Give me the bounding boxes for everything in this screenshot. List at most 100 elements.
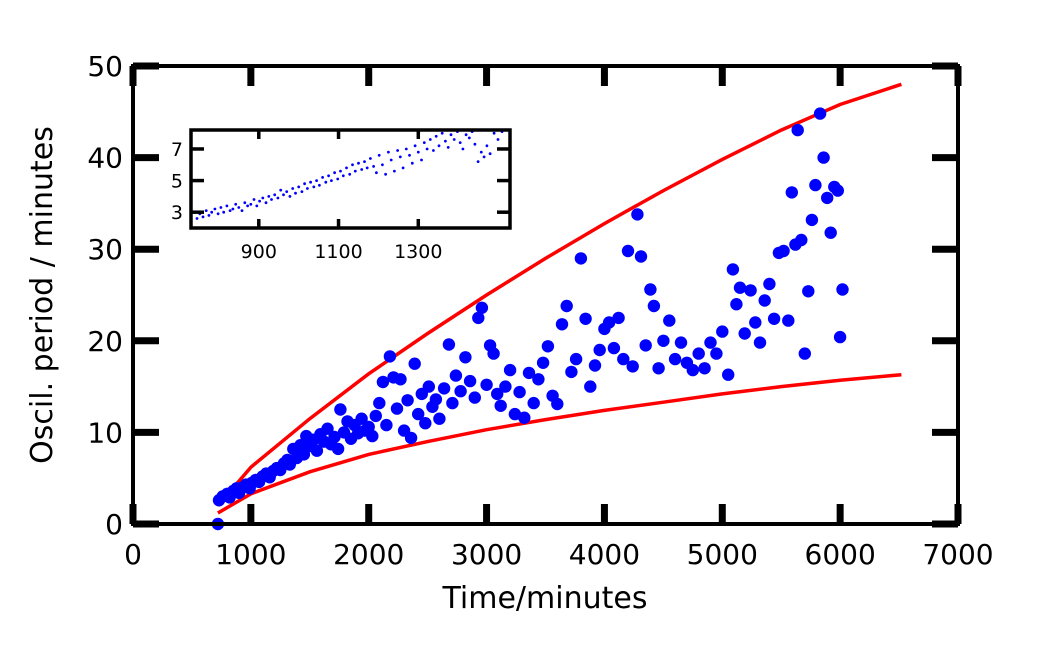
data-point [310, 444, 324, 457]
data-point [373, 396, 386, 410]
inset-data-point [449, 133, 453, 137]
data-point [809, 178, 822, 192]
data-point [536, 356, 550, 369]
data-point [817, 151, 830, 164]
inset-data-point [240, 209, 244, 213]
data-point [459, 351, 472, 364]
inset-y-tick-label: 5 [171, 171, 183, 193]
inset-data-point [393, 169, 396, 173]
inset-data-point [467, 136, 471, 140]
x-tick-label: 4000 [569, 538, 640, 571]
inset-data-point [408, 153, 411, 157]
data-point [527, 396, 540, 410]
data-point [449, 369, 463, 382]
data-point [652, 362, 665, 375]
inset-data-point [291, 187, 295, 190]
inset-data-point [425, 147, 429, 151]
y-tick-labels: 0 10 20 30 40 50 [87, 50, 123, 541]
data-point [499, 380, 512, 393]
data-point [763, 277, 776, 291]
inset-axis-ticks [191, 130, 510, 228]
inset-data-point [434, 134, 438, 138]
inset-y-tick-label: 3 [171, 202, 183, 224]
data-point [446, 396, 459, 410]
inset-data-point [482, 155, 486, 159]
inset-data-point [360, 168, 364, 171]
data-point [617, 352, 630, 366]
data-point [753, 336, 767, 349]
x-axis-label: Time/minutes [442, 581, 648, 616]
data-point [355, 412, 368, 425]
inset-data-point [446, 146, 450, 149]
data-point [380, 418, 393, 432]
inset-data-point [303, 182, 306, 186]
inset-data-point [404, 147, 408, 151]
data-point [824, 226, 837, 239]
y-tick-label: 40 [87, 142, 123, 175]
inset-data-point [261, 196, 265, 200]
main-plot: 0 1000 2000 3000 4000 5000 6000 7000 0 10 20 30 40 5… [25, 50, 994, 616]
inset-data-point [213, 207, 217, 211]
data-point [433, 412, 446, 425]
data-point [831, 184, 844, 197]
inset-x-tick-labels: 900 1100 1300 [241, 241, 443, 263]
data-point [821, 191, 834, 205]
data-point [579, 312, 592, 325]
inset-data-point [246, 204, 250, 208]
inset-data-point [321, 176, 324, 179]
inset-data-point [270, 198, 273, 201]
inset-data-point [357, 161, 360, 165]
data-points [211, 107, 849, 531]
data-point [647, 299, 661, 313]
inset-data-point [258, 199, 261, 203]
data-point [785, 186, 798, 199]
inset-data-point [387, 150, 390, 154]
data-point [805, 213, 819, 227]
data-point [657, 334, 670, 347]
data-point [631, 208, 644, 221]
data-point [686, 363, 699, 377]
data-point [716, 325, 729, 338]
inset-data-point [401, 166, 405, 170]
inset-data-point [428, 138, 432, 141]
data-point [749, 316, 762, 329]
inset-data-point [279, 188, 283, 192]
inset-x-tick-label: 1100 [314, 241, 362, 263]
data-point [744, 284, 757, 297]
data-point [639, 339, 652, 352]
data-point [390, 402, 404, 415]
data-point [468, 391, 481, 404]
inset-data-point [353, 169, 357, 173]
data-point [621, 244, 635, 258]
inset-data-point [384, 172, 387, 176]
inset-data-point [282, 193, 285, 197]
data-point [612, 311, 625, 325]
data-point [710, 347, 723, 360]
inset-data-point [312, 185, 316, 189]
inset-data-point [294, 191, 297, 195]
data-point [722, 368, 735, 381]
data-point [802, 285, 815, 298]
data-point [634, 250, 648, 263]
data-point [813, 107, 827, 120]
data-point [328, 430, 341, 444]
data-point [454, 385, 467, 398]
data-point [565, 365, 578, 379]
data-point [491, 387, 504, 401]
inset-x-tick-label: 1300 [394, 241, 442, 263]
data-point [475, 301, 489, 314]
x-tick-label: 5000 [687, 538, 758, 571]
inset-data-point [345, 166, 348, 170]
data-point [472, 311, 485, 325]
inset-data-point [306, 187, 309, 190]
inset-data-point [207, 214, 211, 217]
inset-data-point [195, 217, 199, 220]
inset-data-point [416, 150, 420, 154]
inset-background [191, 130, 510, 228]
data-point [777, 244, 790, 258]
inset-data-point [285, 190, 289, 194]
inset-data-point [452, 138, 456, 141]
data-point [733, 281, 747, 294]
inset-data-point [461, 147, 465, 151]
data-point [798, 347, 811, 360]
